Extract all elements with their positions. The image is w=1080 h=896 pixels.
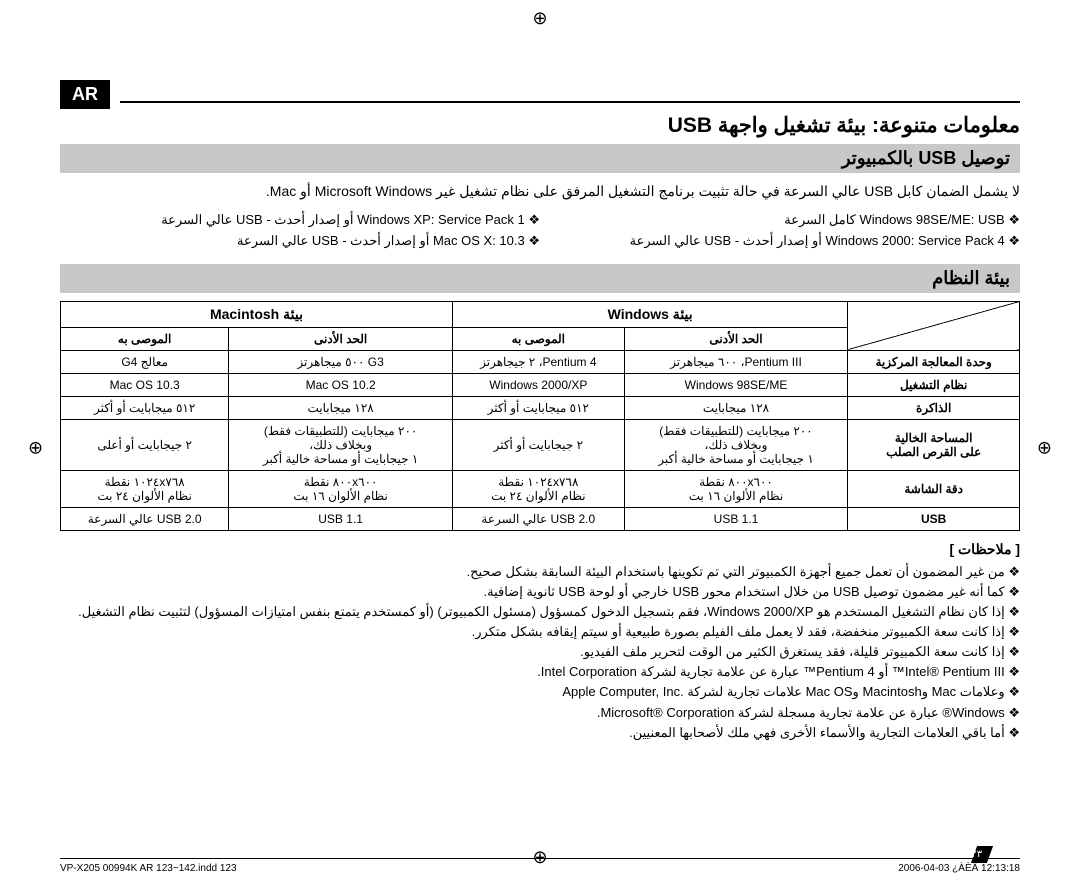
- notes-list: من غير المضمون أن تعمل جميع أجهزة الكمبي…: [60, 562, 1020, 743]
- note-item: Windows® عبارة عن علامة تجارية مسجلة لشر…: [60, 703, 1020, 723]
- bullet-item: Windows 98SE/ME: USB كامل السرعة: [540, 210, 1020, 231]
- header-row: AR: [60, 80, 1020, 109]
- col-group-windows: بيئة Windows: [452, 301, 847, 327]
- table-cell: ٢٠٠ ميجابايت (للتطبيقات فقط) وبخلاف ذلك،…: [624, 419, 848, 470]
- bullet-item: Mac OS X: 10.3 أو إصدار أحدث - USB عالي …: [60, 231, 540, 252]
- col-mac-rec: الموصى به: [61, 327, 229, 350]
- table-cell: USB 1.1: [229, 507, 453, 530]
- env-table: بيئة Windows بيئة Macintosh الحد الأدنى …: [60, 301, 1020, 531]
- table-cell: وحدة المعالجة المركزية: [848, 350, 1020, 373]
- usb-bullets: Windows 98SE/ME: USB كامل السرعة Windows…: [60, 210, 1020, 252]
- table-cell: ٢ جيجابايت أو أعلى: [61, 419, 229, 470]
- note-item: وعلامات Mac وMacintosh وMac OS علامات تج…: [60, 682, 1020, 702]
- note-item: إذا كانت سعة الكمبيوتر قليلة، فقد يستغرق…: [60, 642, 1020, 662]
- col-win-min: الحد الأدنى: [624, 327, 848, 350]
- table-cell: G3 ٥٠٠ ميجاهرتز: [229, 350, 453, 373]
- table-row: دقة الشاشة٨٠٠x٦٠٠ نقطة نظام الألوان ١٦ ب…: [61, 470, 1020, 507]
- table-cell: Mac OS 10.3: [61, 373, 229, 396]
- table-cell: USB 1.1: [624, 507, 848, 530]
- footer: VP-X205 00994K AR 123~142.indd 123 2006-…: [60, 858, 1020, 874]
- table-cell: ٥١٢ ميجابايت أو أكثر: [61, 396, 229, 419]
- table-cell: Pentium III، ٦٠٠ ميجاهرتز: [624, 350, 848, 373]
- table-cell: المساحة الخالية على القرص الصلب: [848, 419, 1020, 470]
- table-cell: ١٢٨ ميجابايت: [229, 396, 453, 419]
- table-cell: Windows 2000/XP: [452, 373, 624, 396]
- table-cell: Pentium 4، ٢ جيجاهرتز: [452, 350, 624, 373]
- table-cell: دقة الشاشة: [848, 470, 1020, 507]
- table-cell: ٢ جيجابايت أو أكثر: [452, 419, 624, 470]
- table-row: المساحة الخالية على القرص الصلب٢٠٠ ميجاب…: [61, 419, 1020, 470]
- table-cell: USB 2.0 عالي السرعة: [61, 507, 229, 530]
- table-cell: USB: [848, 507, 1020, 530]
- bullet-item: Windows XP: Service Pack 1 أو إصدار أحدث…: [60, 210, 540, 231]
- table-cell: Windows 98SE/ME: [624, 373, 848, 396]
- table-cell: ١٠٢٤x٧٦٨ نقطة نظام الألوان ٢٤ بت: [61, 470, 229, 507]
- footer-left: VP-X205 00994K AR 123~142.indd 123: [60, 863, 237, 874]
- col-mac-min: الحد الأدنى: [229, 327, 453, 350]
- bullet-item: Windows 2000: Service Pack 4 أو إصدار أح…: [540, 231, 1020, 252]
- note-item: إذا كان نظام التشغيل المستخدم هو Windows…: [60, 602, 1020, 622]
- table-cell: ٢٠٠ ميجابايت (للتطبيقات فقط) وبخلاف ذلك،…: [229, 419, 453, 470]
- col-group-mac: بيئة Macintosh: [61, 301, 453, 327]
- table-cell: معالج G4: [61, 350, 229, 373]
- section-usb-connect: توصيل USB بالكمبيوتر: [60, 144, 1020, 173]
- table-row: وحدة المعالجة المركزيةPentium III، ٦٠٠ م…: [61, 350, 1020, 373]
- table-cell: Mac OS 10.2: [229, 373, 453, 396]
- lang-badge: AR: [60, 80, 110, 109]
- table-cell: الذاكرة: [848, 396, 1020, 419]
- footer-right: 2006-04-03 ¿ÀÈÄ 12:13:18: [898, 863, 1020, 874]
- table-cell: ٥١٢ ميجابايت أو أكثر: [452, 396, 624, 419]
- table-cell: ١٢٨ ميجابايت: [624, 396, 848, 419]
- note-item: كما أنه غير مضمون توصيل USB من خلال استخ…: [60, 582, 1020, 602]
- main-title: معلومات متنوعة: بيئة تشغيل واجهة USB: [60, 113, 1020, 138]
- header-line: [120, 101, 1020, 103]
- note-item: أما باقي العلامات التجارية والأسماء الأخ…: [60, 723, 1020, 743]
- note-item: Intel® Pentium III™ أو Pentium 4™ عبارة …: [60, 662, 1020, 682]
- table-corner: [848, 301, 1020, 350]
- table-cell: ١٠٢٤x٧٦٨ نقطة نظام الألوان ٢٤ بت: [452, 470, 624, 507]
- col-win-rec: الموصى به: [452, 327, 624, 350]
- table-row: نظام التشغيلWindows 98SE/MEWindows 2000/…: [61, 373, 1020, 396]
- table-cell: ٨٠٠x٦٠٠ نقطة نظام الألوان ١٦ بت: [624, 470, 848, 507]
- table-cell: ٨٠٠x٦٠٠ نقطة نظام الألوان ١٦ بت: [229, 470, 453, 507]
- table-cell: نظام التشغيل: [848, 373, 1020, 396]
- table-row: USBUSB 1.1USB 2.0 عالي السرعةUSB 1.1USB …: [61, 507, 1020, 530]
- table-row: الذاكرة١٢٨ ميجابايت٥١٢ ميجابايت أو أكثر١…: [61, 396, 1020, 419]
- note-item: من غير المضمون أن تعمل جميع أجهزة الكمبي…: [60, 562, 1020, 582]
- notes-title: [ ملاحظات ]: [60, 541, 1020, 558]
- table-cell: USB 2.0 عالي السرعة: [452, 507, 624, 530]
- note-item: إذا كانت سعة الكمبيوتر منخفضة، فقد لا يع…: [60, 622, 1020, 642]
- section-system-env: بيئة النظام: [60, 264, 1020, 293]
- warranty-text: لا يشمل الضمان كابل USB عالي السرعة في ح…: [60, 181, 1020, 202]
